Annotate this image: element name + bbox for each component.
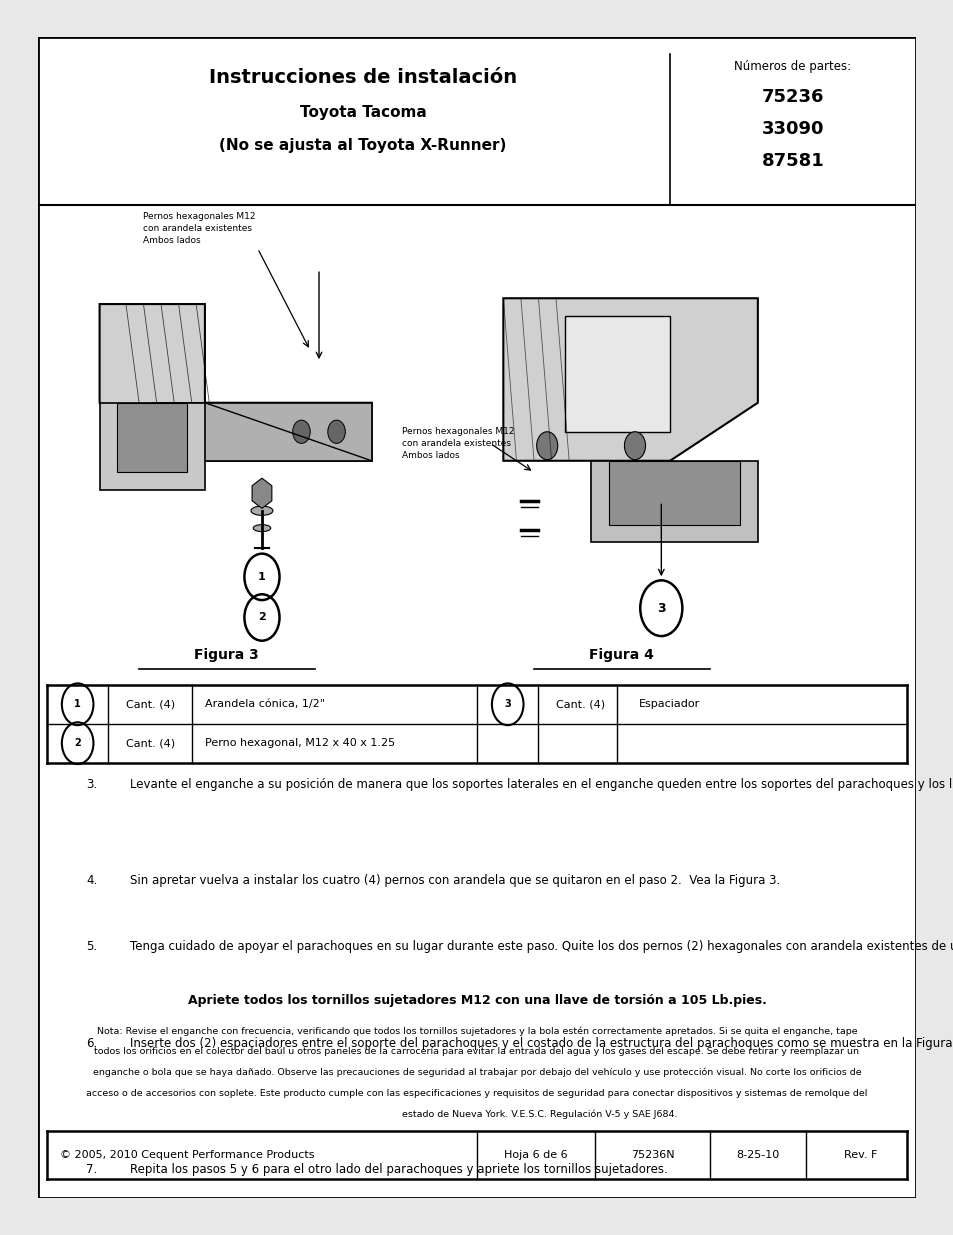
Text: Números de partes:: Números de partes: xyxy=(734,59,851,73)
Text: Figura 3: Figura 3 xyxy=(194,647,259,662)
Text: Rev. F: Rev. F xyxy=(843,1150,877,1160)
Circle shape xyxy=(537,432,558,459)
Text: Espaciador: Espaciador xyxy=(639,699,700,709)
Text: 2: 2 xyxy=(74,739,81,748)
Text: todos los orificios en el colector del baúl u otros paneles de la carrocería par: todos los orificios en el colector del b… xyxy=(94,1047,859,1056)
Polygon shape xyxy=(117,403,187,473)
Text: Figura 4: Figura 4 xyxy=(589,647,654,662)
Ellipse shape xyxy=(251,506,273,515)
Text: Tenga cuidado de apoyar el parachoques en su lugar durante este paso. Quite los : Tenga cuidado de apoyar el parachoques e… xyxy=(131,940,953,953)
Text: 75236N: 75236N xyxy=(630,1150,674,1160)
Text: Arandela cónica, 1/2": Arandela cónica, 1/2" xyxy=(205,699,325,709)
Text: 3: 3 xyxy=(504,699,511,709)
Polygon shape xyxy=(152,403,372,461)
Polygon shape xyxy=(99,304,372,461)
Text: 1: 1 xyxy=(74,699,81,709)
Text: 2: 2 xyxy=(258,613,266,622)
Text: estado de Nueva York. V.E.S.C. Regulación V-5 y SAE J684.: estado de Nueva York. V.E.S.C. Regulació… xyxy=(276,1110,677,1119)
Text: Sin apretar vuelva a instalar los cuatro (4) pernos con arandela que se quitaron: Sin apretar vuelva a instalar los cuatro… xyxy=(131,874,780,887)
Text: Instrucciones de instalación: Instrucciones de instalación xyxy=(209,68,517,88)
Text: 3: 3 xyxy=(657,601,665,615)
Polygon shape xyxy=(591,461,757,542)
Ellipse shape xyxy=(253,525,271,531)
Text: 75236: 75236 xyxy=(760,89,823,106)
Text: enganche o bola que se haya dañado. Observe las precauciones de seguridad al tra: enganche o bola que se haya dañado. Obse… xyxy=(92,1068,861,1077)
Text: Inserte dos (2) espaciadores entre el soporte del parachoques y el costado de la: Inserte dos (2) espaciadores entre el so… xyxy=(131,1036,953,1050)
Text: Cant. (4): Cant. (4) xyxy=(556,699,604,709)
Text: 8-25-10: 8-25-10 xyxy=(736,1150,779,1160)
Text: Cant. (4): Cant. (4) xyxy=(126,699,174,709)
Text: 5.: 5. xyxy=(87,940,97,953)
Polygon shape xyxy=(503,298,757,461)
Text: Pernos hexagonales M12
con arandela existentes
Ambos lados: Pernos hexagonales M12 con arandela exis… xyxy=(402,427,515,459)
Circle shape xyxy=(624,432,645,459)
Text: 3.: 3. xyxy=(87,778,97,790)
Text: Cant. (4): Cant. (4) xyxy=(126,739,174,748)
Text: 7.: 7. xyxy=(87,1163,97,1176)
Text: Toyota Tacoma: Toyota Tacoma xyxy=(299,105,426,120)
Text: 6.: 6. xyxy=(87,1036,97,1050)
Polygon shape xyxy=(564,316,669,432)
Polygon shape xyxy=(99,403,205,490)
Text: Levante el enganche a su posición de manera que los soportes laterales en el eng: Levante el enganche a su posición de man… xyxy=(131,778,953,790)
Circle shape xyxy=(293,420,310,443)
Text: acceso o de accesorios con soplete. Este producto cumple con las especificacione: acceso o de accesorios con soplete. Este… xyxy=(86,1089,867,1098)
Text: 1: 1 xyxy=(258,572,266,582)
Text: 87581: 87581 xyxy=(760,152,823,170)
Text: Perno hexagonal, M12 x 40 x 1.25: Perno hexagonal, M12 x 40 x 1.25 xyxy=(205,739,395,748)
Text: Nota: Revise el enganche con frecuencia, verificando que todos los tornillos suj: Nota: Revise el enganche con frecuencia,… xyxy=(96,1026,857,1036)
Circle shape xyxy=(328,420,345,443)
Text: Pernos hexagonales M12
con arandela existentes
Ambos lados: Pernos hexagonales M12 con arandela exis… xyxy=(143,212,255,245)
Polygon shape xyxy=(608,461,740,525)
Text: 4.: 4. xyxy=(87,874,97,887)
Text: 33090: 33090 xyxy=(760,120,823,138)
Text: © 2005, 2010 Cequent Performance Products: © 2005, 2010 Cequent Performance Product… xyxy=(60,1150,314,1160)
Text: Repita los pasos 5 y 6 para el otro lado del parachoques y apriete los tornillos: Repita los pasos 5 y 6 para el otro lado… xyxy=(131,1163,667,1176)
Text: Hoja 6 de 6: Hoja 6 de 6 xyxy=(503,1150,567,1160)
Text: Apriete todos los tornillos sujetadores M12 con una llave de torsión a 105 Lb.pi: Apriete todos los tornillos sujetadores … xyxy=(188,994,765,1007)
Text: (No se ajusta al Toyota X-Runner): (No se ajusta al Toyota X-Runner) xyxy=(219,137,506,152)
